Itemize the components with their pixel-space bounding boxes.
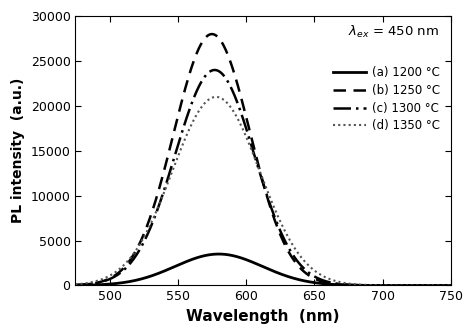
(c) 1300 °C [111, 275, 117, 279]
(a) 1200 °C [462, 283, 467, 287]
(d) 1350 °C [213, 95, 219, 99]
(a) 1200 °C [218, 252, 223, 256]
(a) 1200 °C [66, 283, 72, 287]
(b) 1250 °C [235, 83, 240, 87]
(c) 1300 °C [218, 70, 223, 74]
(b) 1250 °C [209, 32, 215, 36]
(b) 1250 °C [66, 283, 72, 287]
Y-axis label: PL intensity  (a.u.): PL intensity (a.u.) [11, 78, 25, 223]
(c) 1300 °C [235, 102, 240, 106]
(d) 1350 °C [135, 246, 140, 250]
Line: (c) 1300 °C: (c) 1300 °C [69, 70, 465, 285]
(d) 1350 °C [411, 283, 417, 287]
(a) 1200 °C [411, 283, 417, 287]
(c) 1300 °C [454, 283, 460, 287]
Line: (d) 1350 °C: (d) 1350 °C [69, 97, 465, 285]
(b) 1250 °C [111, 274, 117, 278]
(b) 1250 °C [135, 246, 140, 250]
Line: (b) 1250 °C: (b) 1250 °C [69, 34, 465, 285]
(b) 1250 °C [454, 283, 460, 287]
(c) 1300 °C [462, 283, 467, 287]
(a) 1200 °C [235, 255, 240, 259]
(a) 1200 °C [216, 252, 222, 256]
(c) 1300 °C [212, 68, 218, 72]
(a) 1200 °C [111, 282, 117, 286]
(c) 1300 °C [135, 252, 140, 256]
(c) 1300 °C [66, 283, 72, 287]
(b) 1250 °C [411, 283, 417, 287]
Text: $\lambda_{ex}$ = 450 nm: $\lambda_{ex}$ = 450 nm [348, 24, 439, 40]
(d) 1350 °C [66, 283, 72, 287]
(d) 1350 °C [235, 117, 240, 121]
(d) 1350 °C [462, 283, 467, 287]
(d) 1350 °C [454, 283, 460, 287]
(a) 1200 °C [135, 278, 140, 282]
(b) 1250 °C [462, 283, 467, 287]
Line: (a) 1200 °C: (a) 1200 °C [69, 254, 465, 285]
(b) 1250 °C [218, 38, 223, 42]
X-axis label: Wavelength  (nm): Wavelength (nm) [186, 309, 340, 324]
(a) 1200 °C [454, 283, 460, 287]
(d) 1350 °C [218, 96, 223, 100]
Legend: (a) 1200 °C, (b) 1250 °C, (c) 1300 °C, (d) 1350 °C: (a) 1200 °C, (b) 1250 °C, (c) 1300 °C, (… [328, 62, 445, 137]
(c) 1300 °C [411, 283, 417, 287]
(d) 1350 °C [111, 271, 117, 275]
